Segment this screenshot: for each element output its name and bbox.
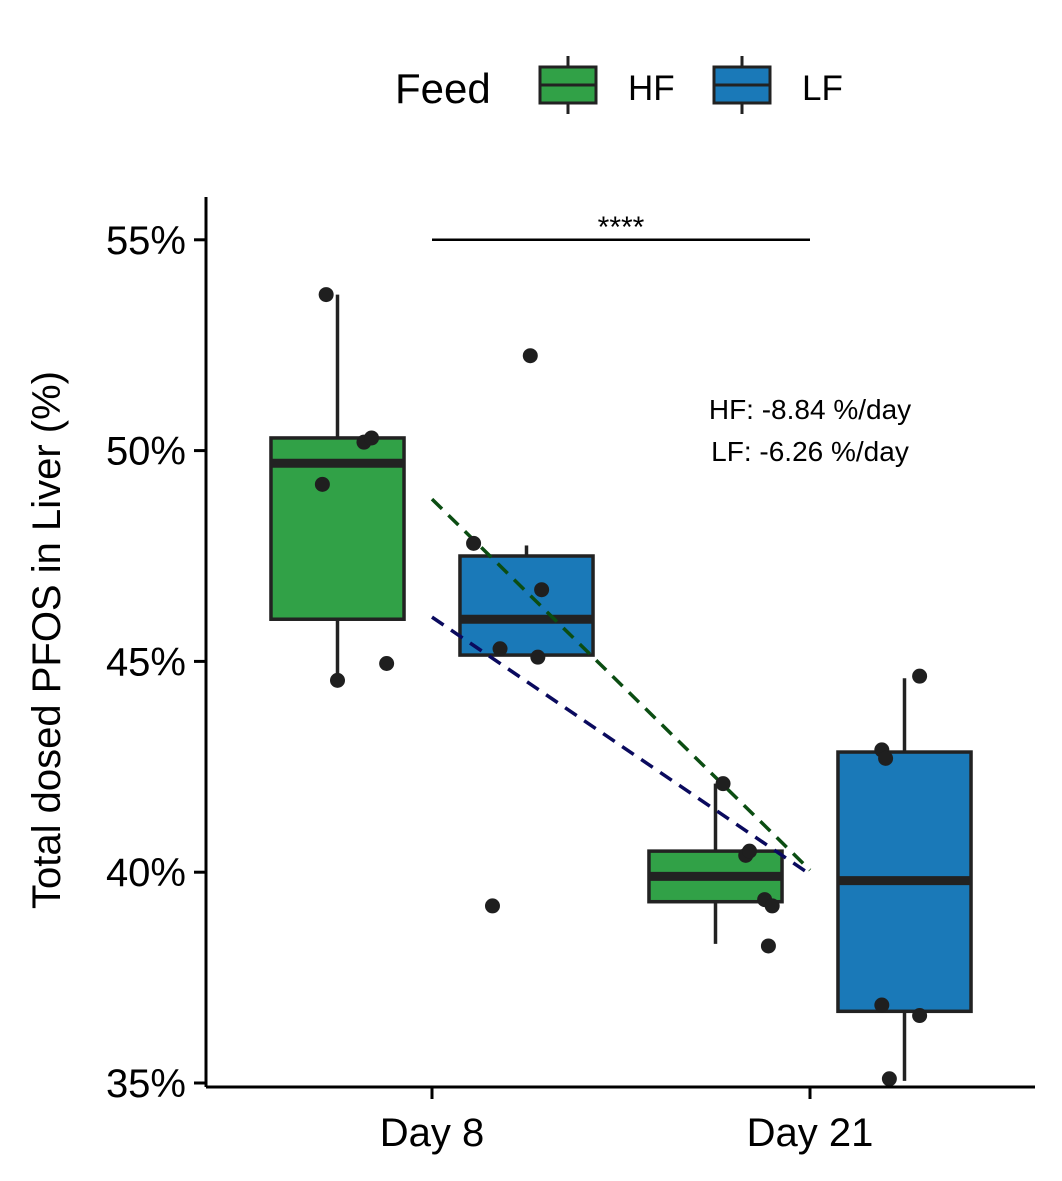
- legend-entry-lf: LF: [712, 56, 843, 114]
- boxes-layer: [269, 294, 973, 1081]
- points-layer: [314, 287, 928, 1087]
- data-point-lf: [466, 535, 482, 551]
- legend-label-hf: HF: [628, 69, 675, 108]
- rate-label-hf: HF: -8.84 %/day: [709, 394, 911, 425]
- box-hf-day-21: [647, 783, 784, 944]
- y-tick-label: 55%: [106, 219, 186, 263]
- data-point-lf: [534, 582, 550, 598]
- data-point-hf: [318, 287, 334, 303]
- box-lf-day-21: [836, 678, 973, 1081]
- box-body: [269, 436, 406, 621]
- y-tick-label: 35%: [106, 1062, 186, 1106]
- data-point-lf: [881, 1071, 897, 1087]
- x-ticks: Day 8 Day 21: [380, 1087, 874, 1155]
- data-point-lf: [492, 641, 508, 657]
- data-point-lf: [522, 348, 538, 364]
- data-point-lf: [874, 997, 890, 1013]
- y-ticks: 35% 40% 45% 50% 55%: [106, 219, 206, 1106]
- significance-bracket: ****: [432, 211, 810, 244]
- rate-label-lf: LF: -6.26 %/day: [711, 436, 909, 467]
- x-tick-label: Day 8: [380, 1111, 485, 1155]
- y-tick-label: 50%: [106, 430, 186, 474]
- data-point-hf: [330, 672, 345, 688]
- data-point-hf: [764, 898, 780, 914]
- axes: [204, 197, 1035, 1089]
- data-point-lf: [912, 1008, 928, 1024]
- y-tick-label: 40%: [106, 851, 186, 895]
- trend-line-lf: [431, 615, 811, 876]
- data-point-lf: [912, 668, 928, 684]
- box-body: [458, 554, 595, 657]
- data-point-lf: [484, 898, 500, 914]
- data-point-lf: [530, 649, 546, 665]
- x-tick-label: Day 21: [747, 1111, 874, 1155]
- data-point-hf: [379, 656, 395, 672]
- data-point-hf: [314, 476, 330, 492]
- y-tick-label: 45%: [106, 640, 186, 684]
- legend-label-lf: LF: [802, 69, 843, 108]
- rate-annotation: HF: -8.84 %/day LF: -6.26 %/day: [709, 394, 911, 467]
- legend-title: Feed: [395, 65, 491, 112]
- data-point-hf: [742, 843, 758, 859]
- legend-entry-hf: HF: [538, 56, 675, 114]
- y-axis-label: Total dosed PFOS in Liver (%): [25, 371, 69, 909]
- data-point-lf: [878, 750, 894, 766]
- box-hf-day-8: [269, 294, 406, 679]
- data-point-hf: [364, 430, 380, 446]
- box-lf-day-8: [458, 545, 595, 657]
- legend: Feed HF LF: [395, 56, 843, 114]
- data-point-hf: [760, 938, 776, 954]
- trend-line-hf: [430, 497, 812, 872]
- data-point-hf: [715, 776, 731, 792]
- significance-label: ****: [598, 211, 645, 244]
- trend-lines-layer: [430, 497, 812, 876]
